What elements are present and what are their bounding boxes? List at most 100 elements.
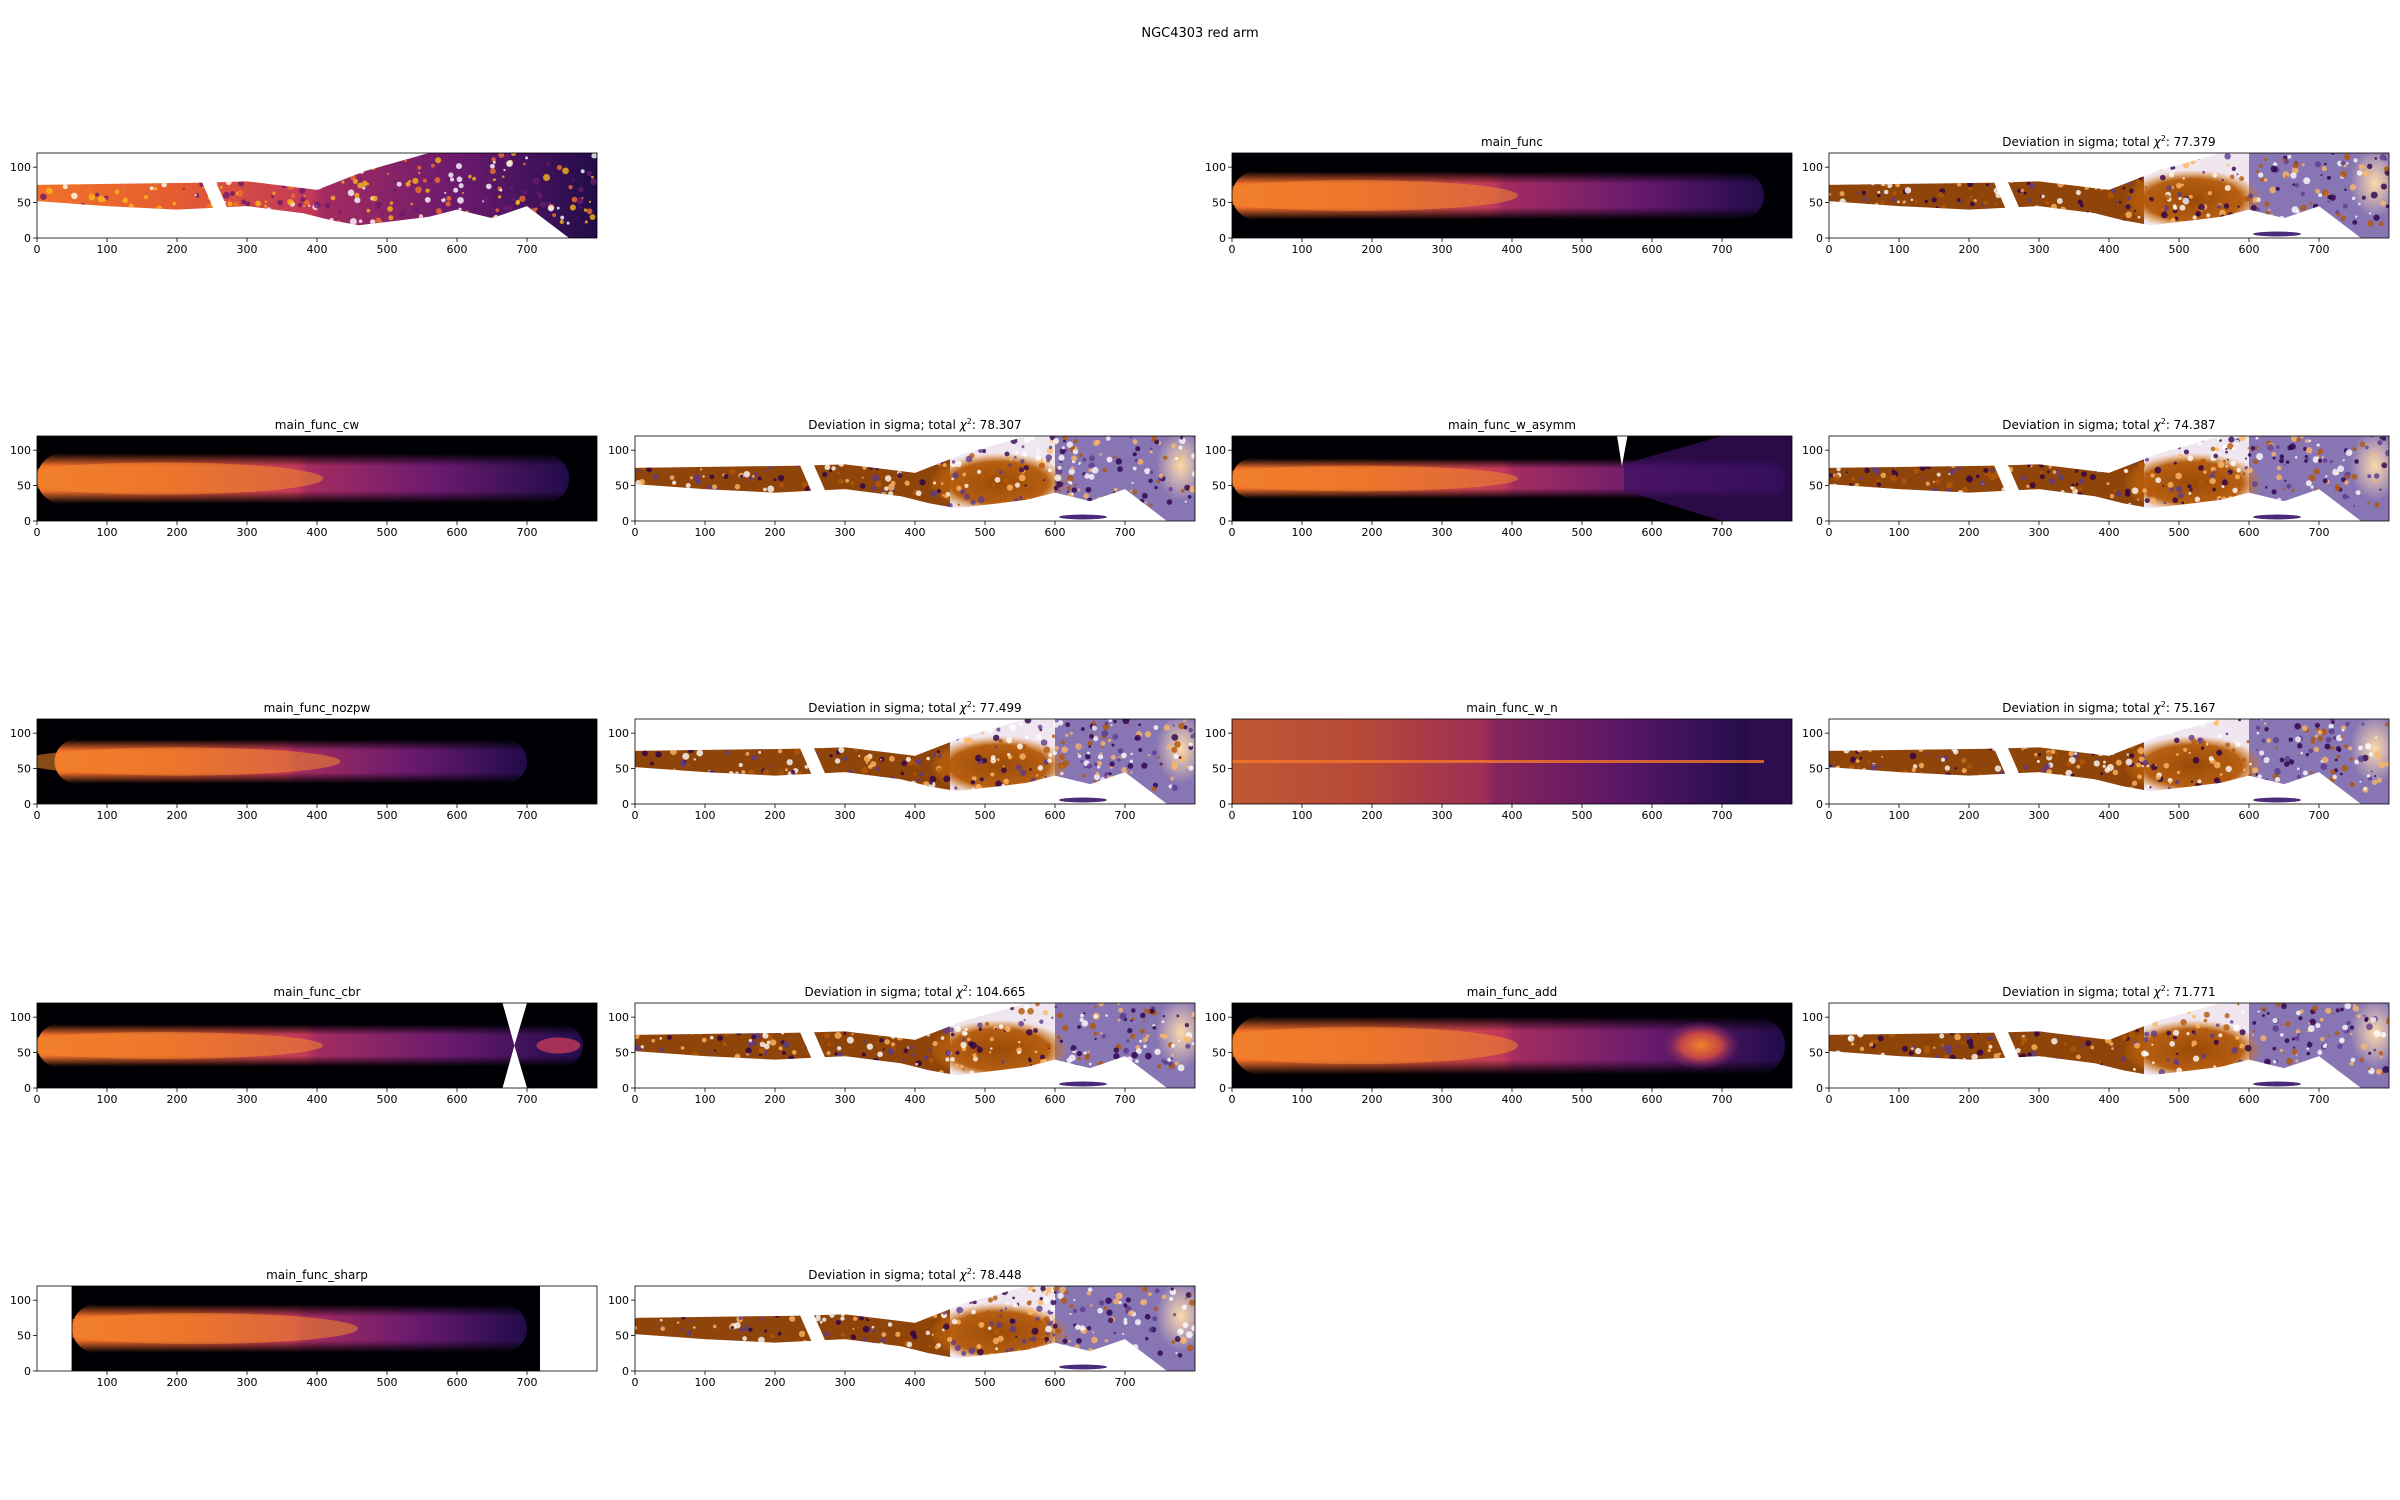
residual-image: [1829, 436, 2389, 521]
x-tick-label: 600: [2239, 526, 2260, 539]
y-tick-label: 0: [1219, 1082, 1226, 1095]
y-tick-label: 0: [1219, 798, 1226, 811]
y-tick-label: 100: [10, 727, 31, 740]
x-tick-label: 0: [34, 243, 41, 256]
x-tick-label: 400: [307, 526, 328, 539]
axes-frame: [36, 435, 598, 522]
x-tick-label: 100: [97, 809, 118, 822]
x-tick-label: 100: [97, 243, 118, 256]
x-tick-label: 400: [307, 243, 328, 256]
x-tick-label: 600: [1642, 243, 1663, 256]
x-tick-label: 200: [167, 243, 188, 256]
y-tick-label: 100: [1205, 161, 1226, 174]
axes-frame: [634, 435, 1196, 522]
x-tick-label: 100: [1292, 1093, 1313, 1106]
x-tick-label: 100: [97, 526, 118, 539]
residual-streak: [2253, 514, 2301, 520]
x-tick-label: 600: [447, 1376, 468, 1389]
model-image: [1232, 719, 1792, 804]
x-tick-label: 200: [167, 1093, 188, 1106]
x-tick-label: 400: [1502, 809, 1523, 822]
residual-streak: [1059, 797, 1107, 803]
subplot-title: Deviation in sigma; total χ2: 104.665: [804, 984, 1025, 999]
residual-image: [1829, 153, 2389, 238]
x-tick-label: 200: [167, 809, 188, 822]
x-tick-label: 500: [377, 809, 398, 822]
x-tick-label: 300: [835, 526, 856, 539]
model-image: [1232, 153, 1792, 238]
subplot-title: Deviation in sigma; total χ2: 75.167: [2002, 700, 2215, 715]
x-tick-label: 0: [1826, 1093, 1833, 1106]
y-tick-label: 0: [622, 515, 629, 528]
x-tick-label: 500: [377, 526, 398, 539]
y-tick-label: 50: [1212, 480, 1226, 493]
x-tick-label: 100: [1292, 243, 1313, 256]
y-tick-label: 50: [1809, 763, 1823, 776]
subplot-title: main_func: [1481, 135, 1543, 149]
y-tick-label: 100: [1802, 727, 1823, 740]
x-tick-label: 0: [1229, 809, 1236, 822]
x-tick-label: 500: [975, 1376, 996, 1389]
subplot-title: main_func_sharp: [266, 1268, 368, 1282]
x-tick-label: 0: [632, 1376, 639, 1389]
subplot-residual-2: 0 100 200 300 400 500 600 700 0 50 100 Deviation in…: [1802, 134, 2390, 256]
x-tick-label: 200: [1362, 243, 1383, 256]
subplot-title: main_func_w_asymm: [1448, 418, 1576, 432]
x-tick-label: 600: [1642, 526, 1663, 539]
y-tick-label: 100: [10, 1294, 31, 1307]
y-tick-label: 50: [615, 1047, 629, 1060]
residual-streak: [2253, 231, 2301, 237]
y-tick-label: 50: [1809, 1047, 1823, 1060]
axes-frame: [1231, 152, 1793, 239]
x-tick-label: 200: [765, 809, 786, 822]
x-tick-label: 700: [2309, 1093, 2330, 1106]
x-tick-label: 0: [34, 1093, 41, 1106]
y-tick-label: 50: [17, 1047, 31, 1060]
x-tick-label: 0: [632, 1093, 639, 1106]
y-tick-label: 50: [1809, 480, 1823, 493]
y-tick-label: 100: [1205, 444, 1226, 457]
x-tick-label: 100: [1889, 1093, 1910, 1106]
x-tick-label: 200: [1959, 526, 1980, 539]
x-tick-label: 100: [1889, 526, 1910, 539]
x-tick-label: 500: [2169, 243, 2190, 256]
subplot-model-3: 0 100 200 300 400 500 600 700 0 50 100 main_func_cw: [10, 418, 598, 539]
x-tick-label: 400: [905, 1093, 926, 1106]
x-tick-label: 300: [2029, 243, 2050, 256]
data-image: [37, 153, 597, 238]
y-tick-label: 0: [622, 1365, 629, 1378]
y-tick-label: 100: [608, 1294, 629, 1307]
x-tick-label: 500: [1572, 809, 1593, 822]
x-tick-label: 200: [765, 1376, 786, 1389]
x-tick-label: 700: [2309, 809, 2330, 822]
y-tick-label: 0: [1816, 1082, 1823, 1095]
y-tick-label: 0: [24, 798, 31, 811]
subplot-title: Deviation in sigma; total χ2: 77.379: [2002, 134, 2215, 149]
x-tick-label: 300: [835, 1093, 856, 1106]
subplot-title: main_func_cbr: [273, 985, 360, 999]
x-tick-label: 600: [2239, 1093, 2260, 1106]
x-tick-label: 700: [1712, 809, 1733, 822]
y-tick-label: 50: [1809, 197, 1823, 210]
axes-frame: [36, 1002, 598, 1089]
x-tick-label: 300: [1432, 526, 1453, 539]
x-tick-label: 300: [1432, 1093, 1453, 1106]
x-tick-label: 600: [2239, 243, 2260, 256]
y-tick-label: 0: [1219, 232, 1226, 245]
subplot-title: main_func_w_n: [1466, 701, 1557, 715]
residual-image: [635, 1286, 1195, 1371]
subplot-title: Deviation in sigma; total χ2: 78.448: [808, 1267, 1021, 1282]
x-tick-label: 200: [1959, 243, 1980, 256]
x-tick-label: 200: [1362, 809, 1383, 822]
x-tick-label: 700: [517, 809, 538, 822]
y-tick-label: 50: [17, 197, 31, 210]
subplot-model-7: 0 100 200 300 400 500 600 700 0 50 100 main_func_no…: [10, 701, 598, 822]
x-tick-label: 100: [1292, 526, 1313, 539]
x-tick-label: 700: [517, 526, 538, 539]
x-tick-label: 600: [447, 526, 468, 539]
x-tick-label: 600: [1642, 809, 1663, 822]
x-tick-label: 100: [695, 526, 716, 539]
x-tick-label: 100: [695, 1376, 716, 1389]
x-tick-label: 300: [2029, 526, 2050, 539]
y-tick-label: 50: [615, 480, 629, 493]
